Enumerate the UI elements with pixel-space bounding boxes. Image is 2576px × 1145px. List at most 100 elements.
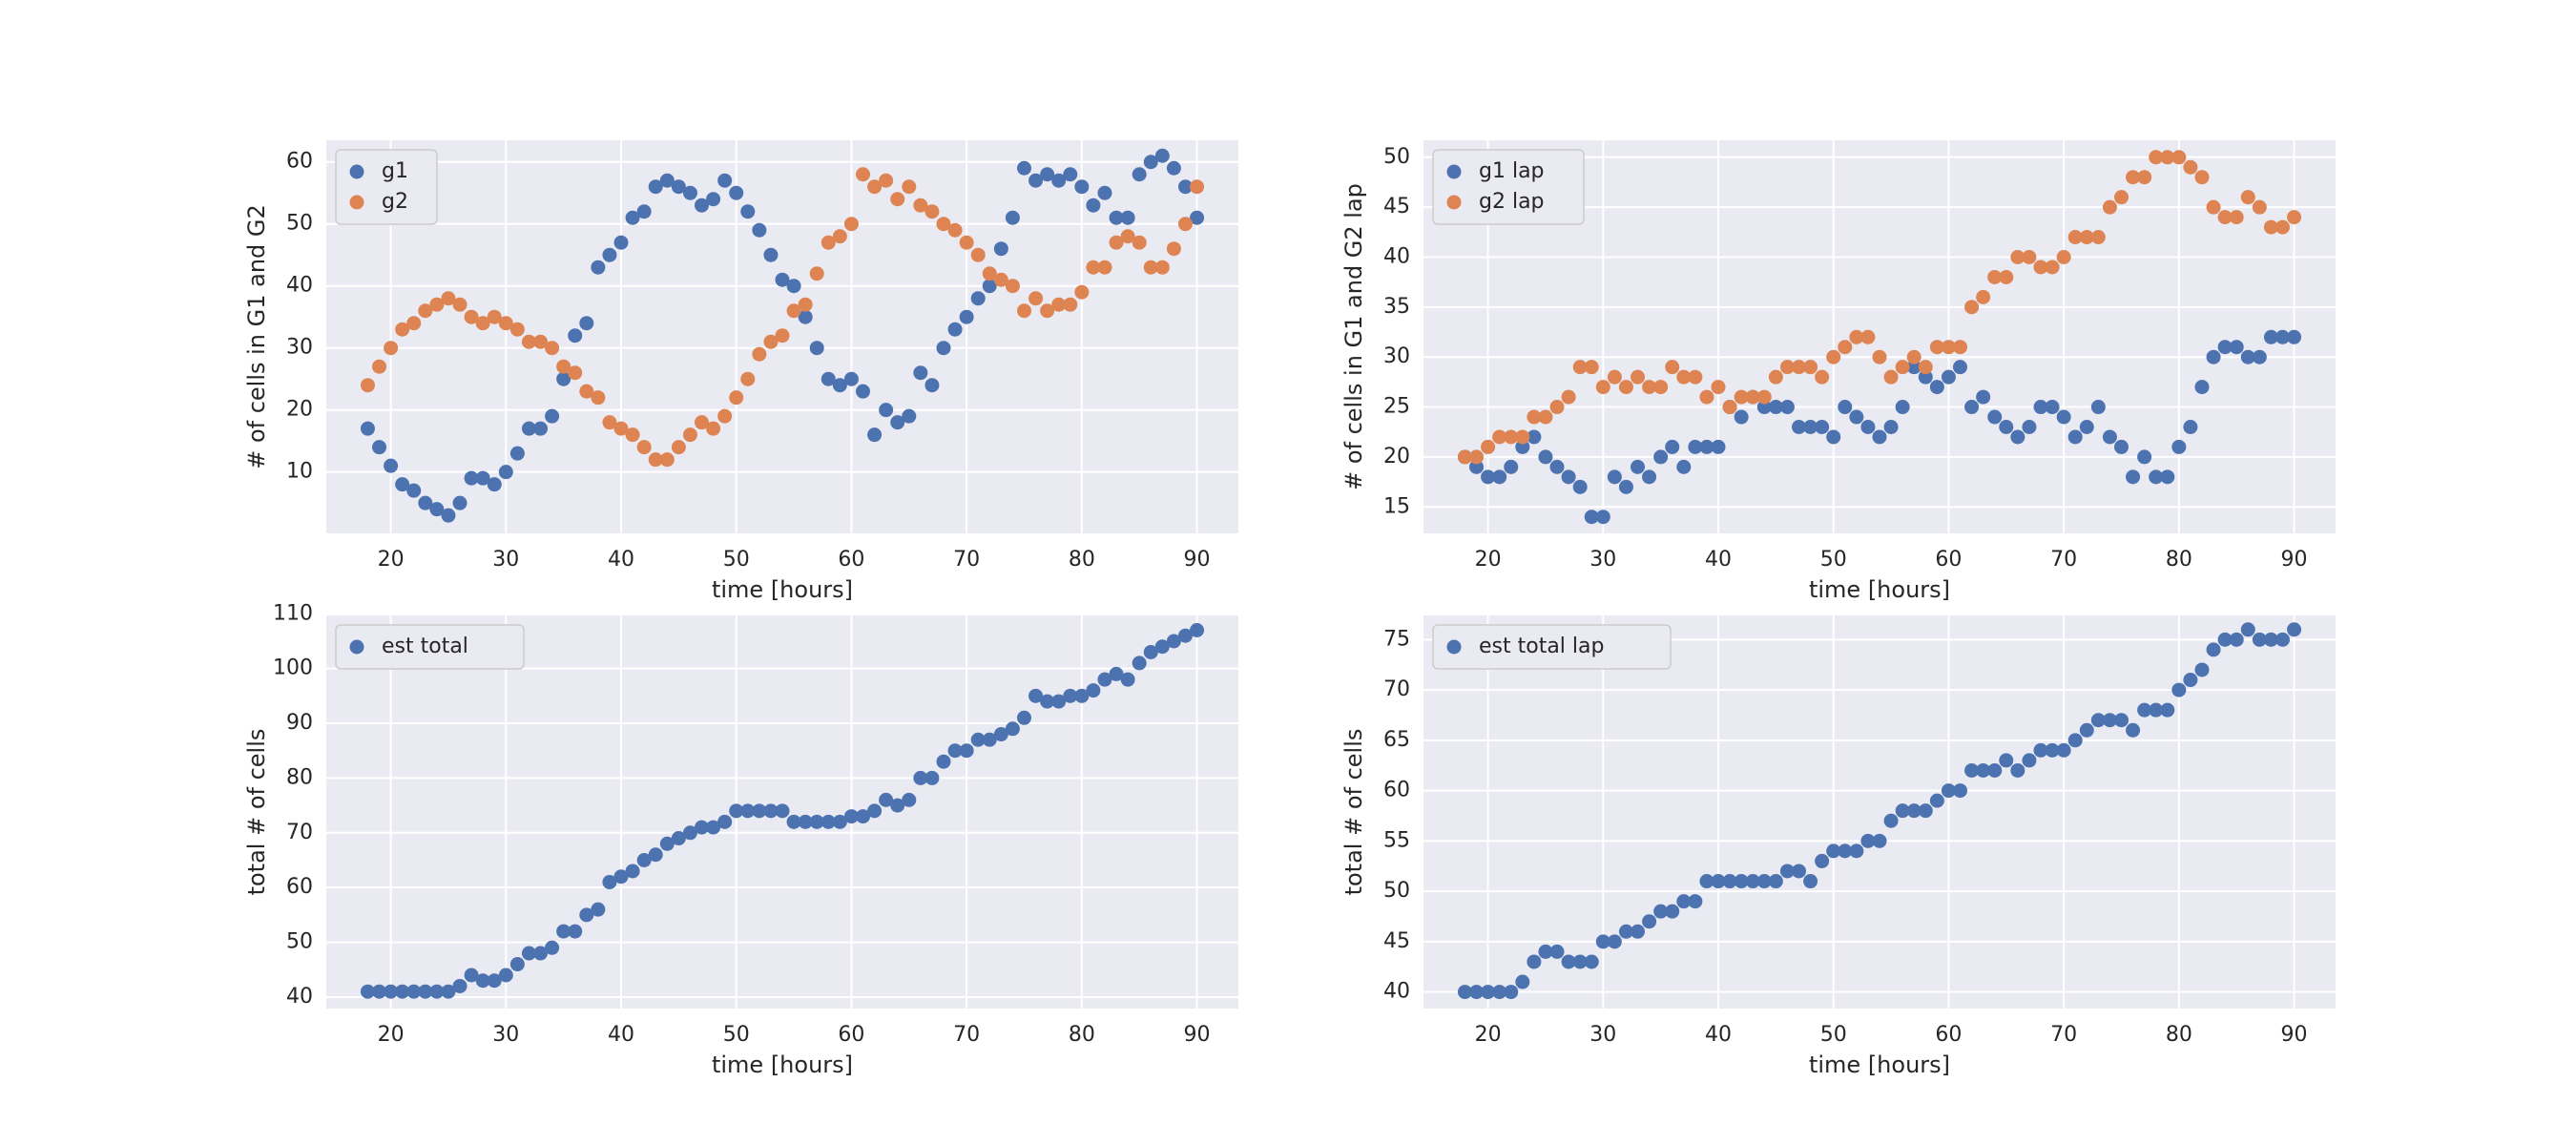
data-point bbox=[936, 754, 951, 769]
data-point bbox=[1756, 874, 1772, 889]
data-point bbox=[1699, 439, 1714, 454]
data-point bbox=[591, 260, 606, 275]
data-point bbox=[843, 809, 859, 824]
data-point bbox=[2113, 190, 2129, 205]
y-tick-label: 20 bbox=[1383, 445, 1410, 468]
legend-box bbox=[1432, 149, 1585, 225]
y-tick-label: 35 bbox=[1383, 295, 1410, 319]
data-point bbox=[1779, 864, 1795, 879]
data-point bbox=[1457, 449, 1472, 465]
y-tick-label: 40 bbox=[1383, 245, 1410, 269]
data-point bbox=[2275, 219, 2290, 235]
data-point bbox=[1734, 409, 1749, 425]
data-point bbox=[1999, 419, 2014, 434]
data-point bbox=[879, 403, 894, 418]
data-point bbox=[1051, 173, 1067, 188]
data-point bbox=[1016, 303, 1031, 319]
data-point bbox=[1120, 672, 1135, 687]
subplot: 20 30 40 50 60 70 80 90 15 20 25 30 35 40 45 50 time [ho… bbox=[1340, 140, 2336, 603]
x-tick-label: 30 bbox=[1589, 1023, 1616, 1047]
data-point bbox=[1999, 753, 2014, 768]
data-point bbox=[1849, 409, 1864, 425]
data-point bbox=[902, 792, 917, 807]
data-point bbox=[1584, 954, 1599, 969]
data-point bbox=[1063, 688, 1078, 703]
data-point bbox=[1722, 400, 1737, 415]
data-point bbox=[913, 365, 928, 381]
data-point bbox=[602, 247, 617, 262]
data-point bbox=[1631, 459, 1646, 474]
data-point bbox=[902, 179, 917, 195]
data-point bbox=[706, 421, 721, 436]
data-point bbox=[636, 440, 652, 455]
data-point bbox=[1051, 694, 1067, 709]
data-point bbox=[1143, 644, 1158, 659]
data-point bbox=[1815, 853, 1830, 868]
y-tick-label: 60 bbox=[286, 875, 313, 899]
data-point bbox=[1987, 409, 2003, 425]
data-point bbox=[959, 743, 974, 759]
data-point bbox=[2022, 753, 2037, 768]
data-point bbox=[521, 946, 536, 961]
data-point bbox=[695, 415, 710, 430]
data-point bbox=[1941, 783, 1956, 799]
data-point bbox=[1086, 198, 1101, 213]
data-point bbox=[1515, 429, 1530, 445]
data-point bbox=[2275, 632, 2290, 647]
data-point bbox=[1918, 803, 1933, 819]
x-tick-label: 50 bbox=[1820, 1023, 1847, 1047]
data-point bbox=[1177, 628, 1193, 643]
data-point bbox=[2240, 622, 2255, 637]
data-point bbox=[1097, 260, 1112, 275]
data-point bbox=[1618, 479, 1633, 494]
data-point bbox=[1109, 210, 1124, 225]
data-point bbox=[890, 415, 905, 430]
data-point bbox=[682, 825, 697, 841]
data-point bbox=[1895, 400, 1910, 415]
data-point bbox=[2137, 449, 2152, 465]
y-axis-label: # of cells in G1 and G2 lap bbox=[1340, 183, 1367, 490]
data-point bbox=[1515, 974, 1530, 989]
data-point bbox=[947, 222, 963, 238]
data-point bbox=[1549, 400, 1565, 415]
data-point bbox=[1120, 210, 1135, 225]
data-point bbox=[1734, 874, 1749, 889]
data-point bbox=[613, 235, 629, 250]
data-point bbox=[2206, 642, 2221, 657]
data-point bbox=[579, 384, 594, 399]
y-axis-label: # of cells in G1 and G2 bbox=[243, 204, 270, 469]
data-point bbox=[545, 940, 560, 955]
data-point bbox=[648, 179, 663, 195]
data-point bbox=[579, 907, 594, 923]
data-point bbox=[1779, 360, 1795, 375]
data-point bbox=[533, 334, 549, 349]
data-point bbox=[1642, 380, 1657, 395]
legend-label: g2 lap bbox=[1479, 190, 1545, 214]
data-point bbox=[475, 470, 490, 486]
legend-marker bbox=[349, 195, 364, 210]
legend-box bbox=[335, 624, 525, 670]
data-point bbox=[1618, 924, 1633, 939]
legend-marker bbox=[1446, 195, 1462, 210]
data-point bbox=[1711, 874, 1726, 889]
data-point bbox=[947, 322, 963, 337]
data-point bbox=[509, 446, 525, 461]
data-point bbox=[2079, 419, 2094, 434]
data-point bbox=[2287, 622, 2302, 637]
data-point bbox=[2206, 349, 2221, 364]
data-point bbox=[1964, 300, 1980, 315]
data-point bbox=[1166, 241, 1181, 257]
data-point bbox=[1952, 360, 1967, 375]
data-point bbox=[372, 359, 387, 374]
data-point bbox=[2160, 702, 2175, 718]
data-point bbox=[1676, 459, 1692, 474]
data-point bbox=[1595, 380, 1610, 395]
data-point bbox=[1538, 449, 1553, 465]
data-point bbox=[2194, 170, 2210, 185]
data-point bbox=[843, 371, 859, 386]
y-tick-label: 50 bbox=[286, 930, 313, 954]
data-point bbox=[2171, 682, 2187, 697]
data-point bbox=[1906, 360, 1922, 375]
x-tick-label: 40 bbox=[1705, 548, 1732, 572]
data-point bbox=[717, 814, 733, 829]
